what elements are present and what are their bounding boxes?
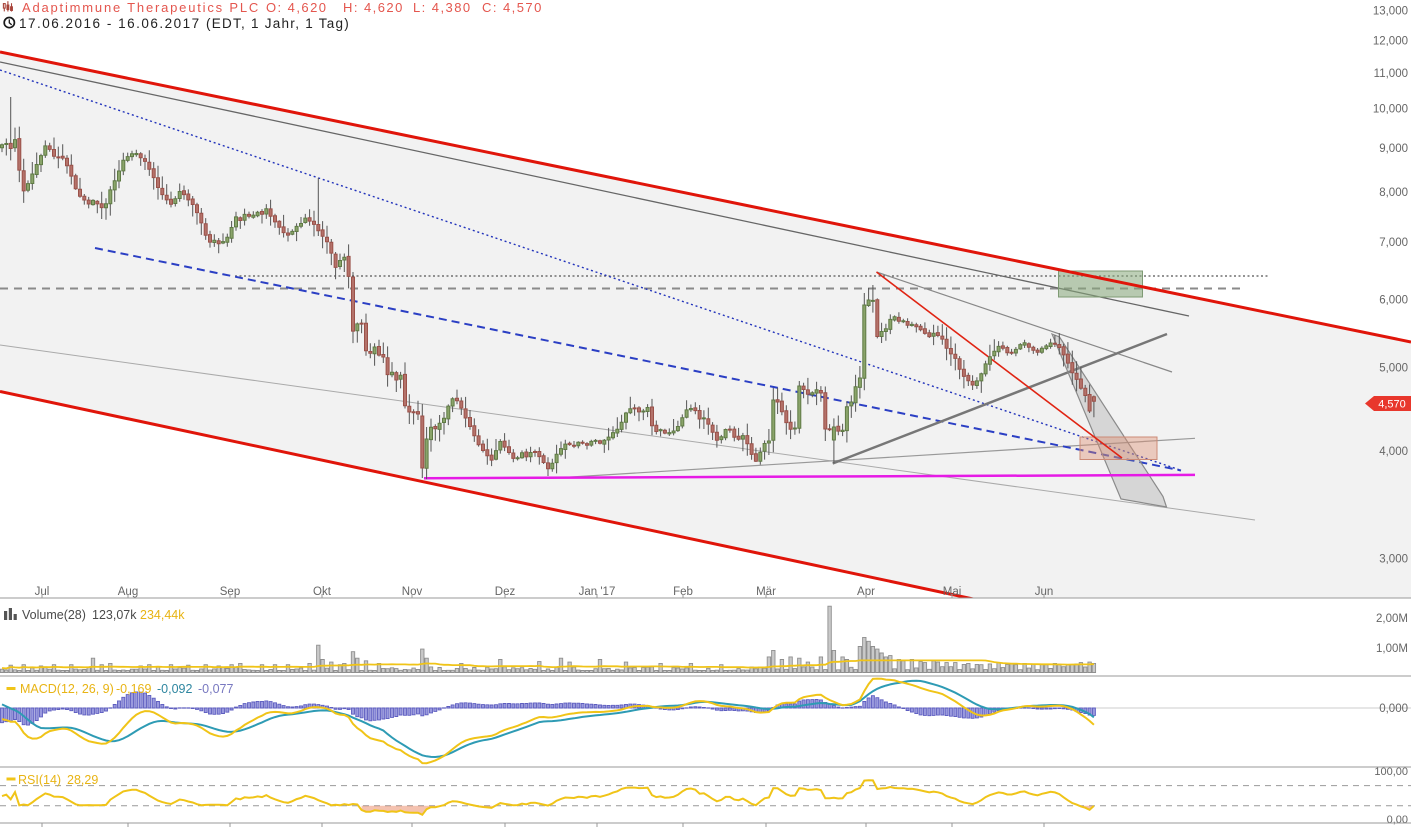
svg-text:1,00M: 1,00M: [1376, 643, 1408, 655]
svg-text:2,00M: 2,00M: [1376, 613, 1408, 625]
svg-text:100,00: 100,00: [1374, 766, 1408, 778]
svg-text:RSI(14): RSI(14): [18, 773, 61, 787]
svg-text:17.06.2016 - 16.06.2017: 17.06.2016 - 16.06.2017: [19, 16, 201, 31]
svg-text:10,000: 10,000: [1373, 104, 1408, 116]
svg-text:-0,169: -0,169: [116, 682, 151, 696]
svg-text:Jul: Jul: [35, 586, 50, 598]
svg-text:Jan '17: Jan '17: [579, 586, 616, 598]
svg-text:Adaptimmune Therapeutics PLC: Adaptimmune Therapeutics PLC: [22, 0, 260, 15]
svg-text:123,07k: 123,07k: [92, 608, 137, 622]
svg-text:8,000: 8,000: [1379, 187, 1408, 199]
svg-text:Okt: Okt: [313, 586, 332, 598]
svg-text:MACD(12, 26, 9): MACD(12, 26, 9): [20, 682, 114, 696]
svg-text:Mai: Mai: [943, 586, 962, 598]
svg-text:11,000: 11,000: [1374, 68, 1408, 80]
svg-text:L: 4,380: L: 4,380: [413, 0, 472, 15]
svg-text:Sep: Sep: [220, 586, 240, 598]
svg-text:Dez: Dez: [495, 586, 516, 598]
svg-text:-0,077: -0,077: [198, 682, 233, 696]
svg-text:6,000: 6,000: [1379, 295, 1408, 307]
svg-text:0,00: 0,00: [1387, 814, 1408, 826]
svg-text:C: 4,570: C: 4,570: [482, 0, 543, 15]
svg-text:-0,092: -0,092: [157, 682, 192, 696]
svg-text:Nov: Nov: [402, 586, 423, 598]
svg-text:28,29: 28,29: [67, 773, 98, 787]
svg-text:12,000: 12,000: [1373, 35, 1408, 47]
svg-text:13,000: 13,000: [1373, 6, 1408, 18]
svg-text:Feb: Feb: [673, 586, 693, 598]
svg-text:O: 4,620: O: 4,620: [266, 0, 327, 15]
svg-text:Mär: Mär: [756, 586, 776, 598]
svg-text:3,000: 3,000: [1379, 554, 1408, 566]
svg-text:Jun: Jun: [1035, 586, 1054, 598]
svg-text:9,000: 9,000: [1379, 143, 1408, 155]
svg-text:(EDT, 1 Jahr, 1 Tag): (EDT, 1 Jahr, 1 Tag): [206, 16, 350, 31]
svg-text:Aug: Aug: [118, 586, 138, 598]
svg-text:7,000: 7,000: [1379, 237, 1408, 249]
svg-text:4,000: 4,000: [1379, 446, 1408, 458]
svg-text:4,570: 4,570: [1378, 399, 1406, 411]
svg-text:5,000: 5,000: [1379, 363, 1408, 375]
svg-text:H: 4,620: H: 4,620: [343, 0, 404, 15]
svg-text:0,000: 0,000: [1379, 703, 1408, 715]
svg-text:Apr: Apr: [857, 586, 875, 598]
svg-text:234,44k: 234,44k: [140, 608, 185, 622]
svg-text:Volume(28): Volume(28): [22, 608, 86, 622]
